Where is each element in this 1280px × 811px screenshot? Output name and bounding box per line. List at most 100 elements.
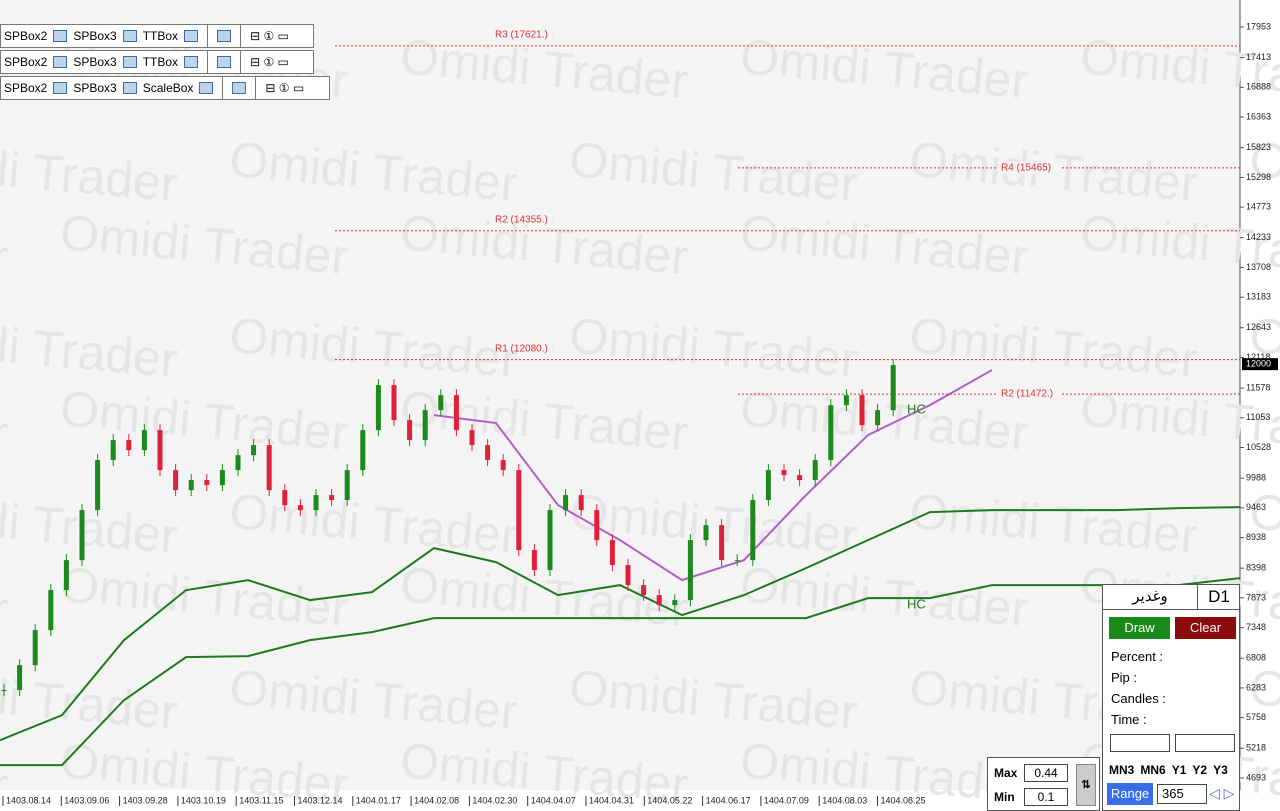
- timeframe[interactable]: D1: [1198, 585, 1240, 610]
- watermark: Omidi Trader: [227, 483, 520, 564]
- candle: [750, 500, 756, 561]
- candle: [1, 690, 7, 692]
- candle: [219, 470, 225, 486]
- candle: [17, 665, 23, 691]
- candle: [469, 430, 475, 446]
- x-tick-label: 1403.12.14: [298, 795, 343, 805]
- icon[interactable]: [53, 82, 68, 94]
- y-tick-label: 16363: [1246, 111, 1271, 121]
- toolbar-button[interactable]: SPBox3: [73, 55, 117, 69]
- candle: [843, 395, 849, 406]
- watermark: Omidi Trader: [227, 131, 520, 212]
- candle: [407, 420, 413, 441]
- icon[interactable]: [199, 82, 214, 94]
- watermark: Omidi Trader: [227, 659, 520, 740]
- candle: [32, 630, 38, 666]
- toolbar-button[interactable]: SPBox2: [4, 81, 48, 95]
- watermark: Omidi Trader: [907, 307, 1200, 388]
- icon[interactable]: [122, 56, 137, 68]
- icon[interactable]: [184, 30, 199, 42]
- toolbar-button[interactable]: SPBox2: [4, 55, 48, 69]
- input[interactable]: [1110, 734, 1170, 752]
- candle: [500, 460, 506, 471]
- toolbar-button[interactable]: TTBox: [142, 55, 179, 69]
- level-label: R4 (15465): [1001, 163, 1051, 174]
- icon[interactable]: [122, 30, 137, 42]
- candle: [95, 460, 101, 511]
- period-button[interactable]: MN6: [1140, 763, 1166, 777]
- y-tick-label: 13183: [1246, 292, 1271, 302]
- icon[interactable]: [184, 56, 199, 68]
- period-button[interactable]: Y1: [1171, 763, 1187, 777]
- toolbar-button[interactable]: SPBox3: [73, 81, 117, 95]
- icon[interactable]: [122, 82, 137, 94]
- separator: [240, 25, 242, 47]
- x-tick-label: 1404.08.03: [822, 795, 867, 805]
- clear-button[interactable]: Clear: [1175, 617, 1236, 639]
- icon[interactable]: [232, 82, 247, 94]
- sort-button[interactable]: ⇅: [1076, 764, 1096, 806]
- watermark: Omidi Trader: [0, 204, 11, 285]
- candle: [266, 445, 272, 491]
- field-label: Time :: [1111, 712, 1147, 727]
- period-button[interactable]: Y2: [1192, 763, 1208, 777]
- y-tick-label: 11053: [1246, 412, 1270, 422]
- candle: [734, 560, 740, 562]
- icon[interactable]: [53, 30, 68, 42]
- period-button[interactable]: Y3: [1213, 763, 1228, 777]
- toolbar-button[interactable]: TTBox: [142, 29, 179, 43]
- candle: [828, 405, 834, 461]
- candle: [609, 540, 615, 566]
- candle: [859, 395, 865, 426]
- y-tick-label: 8938: [1246, 532, 1266, 542]
- draw-button[interactable]: Draw: [1109, 617, 1170, 639]
- watermark: Omidi Trader: [398, 556, 691, 637]
- period-button[interactable]: MN3: [1109, 763, 1135, 777]
- icon[interactable]: [217, 30, 232, 42]
- icon[interactable]: ⊟ ① ▭: [265, 81, 305, 95]
- candle: [641, 585, 647, 596]
- input[interactable]: [1175, 734, 1235, 752]
- separator: [255, 77, 257, 99]
- price-marker: [1242, 358, 1278, 371]
- arrows[interactable]: ◁ ▷: [1209, 785, 1235, 801]
- watermark: Omidi Trader: [567, 659, 860, 740]
- x-tick-label: 1403.08.14: [6, 795, 51, 805]
- y-tick-label: 5218: [1246, 743, 1266, 753]
- icon[interactable]: ⊟ ① ▭: [250, 55, 289, 69]
- indicator-line: [0, 506, 1241, 742]
- candle: [313, 495, 319, 511]
- toolbar-button[interactable]: ScaleBox: [142, 81, 194, 95]
- y-tick-label: 12643: [1246, 322, 1271, 332]
- candle: [375, 385, 381, 431]
- toolbar-button[interactable]: SPBox3: [73, 29, 117, 43]
- range-input[interactable]: 365: [1157, 784, 1207, 804]
- candle: [765, 470, 771, 501]
- candle: [110, 440, 116, 461]
- watermark: Omidi Trader: [398, 380, 691, 461]
- y-tick-label: 5758: [1246, 712, 1266, 722]
- candle: [141, 430, 147, 451]
- min-input[interactable]: 0.1: [1024, 788, 1068, 806]
- range-button[interactable]: Range: [1107, 783, 1153, 805]
- candle: [672, 600, 678, 606]
- candle: [282, 490, 288, 506]
- candle: [625, 565, 631, 586]
- watermark: Omidi Trader: [58, 204, 351, 285]
- candle: [422, 410, 428, 441]
- icon[interactable]: [53, 56, 68, 68]
- candle: [656, 595, 662, 606]
- candle: [63, 560, 69, 591]
- watermark: Omidi Trader: [0, 380, 11, 461]
- level-label: R3 (17621.): [495, 29, 548, 40]
- toolbar-button[interactable]: SPBox2: [4, 29, 48, 43]
- icon[interactable]: [217, 56, 232, 68]
- icon[interactable]: ⊟ ① ▭: [250, 29, 289, 43]
- x-tick-label: 1404.04.07: [531, 795, 576, 805]
- x-tick-label: 1404.06.17: [706, 795, 751, 805]
- x-tick-label: 1403.09.28: [123, 795, 168, 805]
- candle: [797, 475, 803, 481]
- watermark: Omidi Trader: [0, 483, 180, 564]
- max-input[interactable]: 0.44: [1024, 764, 1068, 782]
